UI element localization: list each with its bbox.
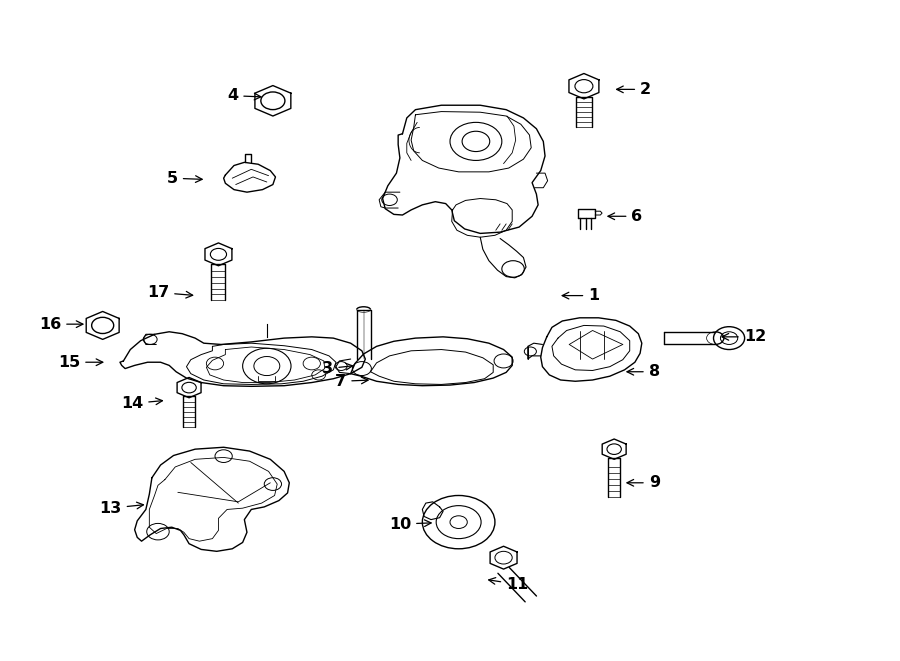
Text: 3: 3 bbox=[322, 361, 353, 376]
Text: 14: 14 bbox=[121, 396, 163, 411]
Text: 9: 9 bbox=[627, 475, 660, 490]
Text: 8: 8 bbox=[627, 364, 660, 379]
Text: 1: 1 bbox=[562, 288, 599, 303]
Text: 6: 6 bbox=[608, 209, 643, 224]
Text: 15: 15 bbox=[58, 355, 103, 369]
Text: 5: 5 bbox=[166, 171, 202, 186]
Text: 11: 11 bbox=[489, 577, 528, 592]
Text: 16: 16 bbox=[39, 317, 83, 332]
Text: 7: 7 bbox=[335, 373, 368, 389]
Text: 12: 12 bbox=[722, 329, 766, 344]
Text: 4: 4 bbox=[227, 88, 261, 103]
Text: 10: 10 bbox=[389, 516, 431, 531]
Text: 13: 13 bbox=[99, 500, 143, 516]
Text: 17: 17 bbox=[147, 285, 193, 300]
Text: 2: 2 bbox=[616, 82, 652, 97]
